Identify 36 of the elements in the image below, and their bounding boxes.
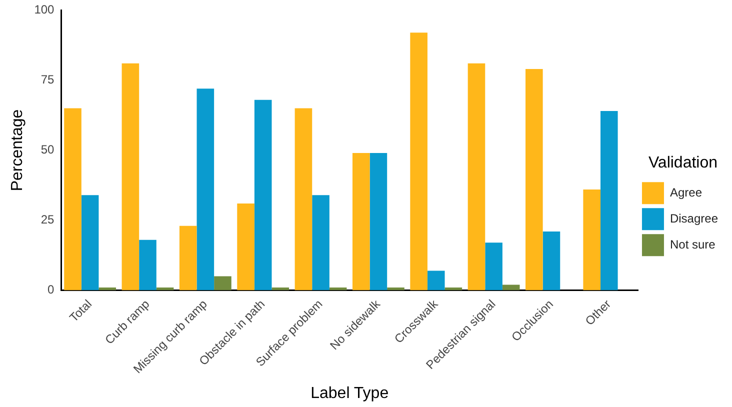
bar	[468, 63, 486, 290]
bar	[294, 108, 312, 290]
bar	[600, 111, 618, 290]
y-tick-label: 100	[34, 2, 55, 17]
x-axis-title: Label Type	[310, 384, 389, 402]
legend-label: Not sure	[670, 237, 716, 252]
bar	[254, 100, 272, 290]
bar	[272, 288, 290, 290]
y-tick-label: 0	[48, 282, 55, 297]
bar	[485, 242, 502, 290]
bar	[427, 270, 445, 290]
bar	[179, 226, 197, 290]
bar	[312, 195, 330, 290]
bar	[64, 108, 82, 290]
legend-title: Validation	[648, 154, 718, 172]
bar	[583, 189, 600, 290]
bar	[122, 63, 140, 290]
bar	[387, 288, 404, 290]
y-tick-label: 50	[40, 142, 55, 157]
bar	[196, 88, 214, 290]
bar	[139, 240, 156, 290]
y-tick-label: 75	[40, 72, 55, 87]
y-axis-title: Percentage	[9, 109, 26, 192]
bar	[237, 203, 254, 290]
bar	[526, 69, 543, 290]
legend-label: Agree	[670, 185, 702, 200]
bar	[502, 284, 520, 290]
legend-label: Disagree	[670, 211, 718, 226]
bar	[410, 32, 428, 290]
bar	[542, 231, 560, 290]
bar	[98, 288, 116, 290]
y-tick-label: 25	[40, 212, 55, 227]
bar	[81, 195, 99, 290]
bar	[214, 276, 232, 290]
bar	[370, 153, 388, 290]
bar	[352, 153, 370, 290]
